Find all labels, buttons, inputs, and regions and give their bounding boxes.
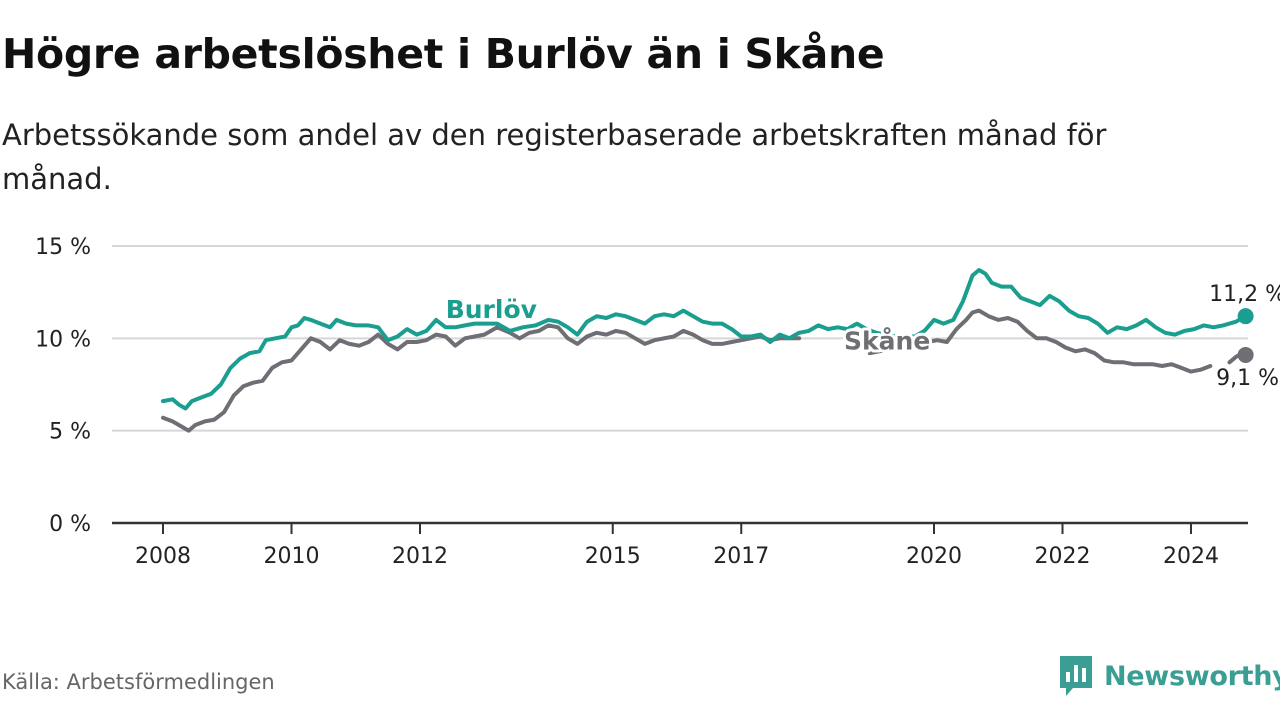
x-tick-label: 2012: [392, 544, 448, 569]
source-note: Källa: Arbetsförmedlingen: [2, 670, 275, 694]
x-tick-label: 2015: [585, 544, 641, 569]
series-label-burlov: Burlöv: [446, 295, 537, 324]
series-label-skane: Skåne: [844, 326, 930, 355]
y-tick-label: 5 %: [49, 420, 91, 445]
y-tick-label: 15 %: [35, 235, 91, 260]
end-marker-burlov: [1237, 308, 1254, 325]
newsworthy-logo-icon: [1060, 656, 1092, 696]
end-label-skane: 9,1 %: [1216, 366, 1279, 391]
brand-logo[interactable]: Newsworthy: [1058, 654, 1280, 698]
brand-name: Newsworthy: [1104, 660, 1280, 692]
chart-title: Högre arbetslöshet i Burlöv än i Skåne: [2, 30, 885, 78]
y-tick-label: 0 %: [49, 512, 91, 537]
x-tick-label: 2017: [713, 544, 769, 569]
x-tick-label: 2010: [264, 544, 320, 569]
x-tick-label: 2008: [135, 544, 191, 569]
y-tick-label: 10 %: [35, 327, 91, 352]
series-line-skane: [161, 308, 1248, 433]
end-marker-skane: [1237, 346, 1254, 363]
x-tick-label: 2020: [906, 544, 962, 569]
x-tick-label: 2022: [1035, 544, 1091, 569]
chart-subtitle: Arbetssökande som andel av den registerb…: [2, 118, 1107, 196]
end-label-burlov: 11,2 %: [1209, 282, 1280, 307]
line-chart: 0 % 5 % 10 % 15 % 2008 2010 2012 2015 2017 2020 20…: [35, 235, 1280, 569]
series-line-burlov: [161, 268, 1248, 411]
x-tick-label: 2024: [1163, 544, 1219, 569]
